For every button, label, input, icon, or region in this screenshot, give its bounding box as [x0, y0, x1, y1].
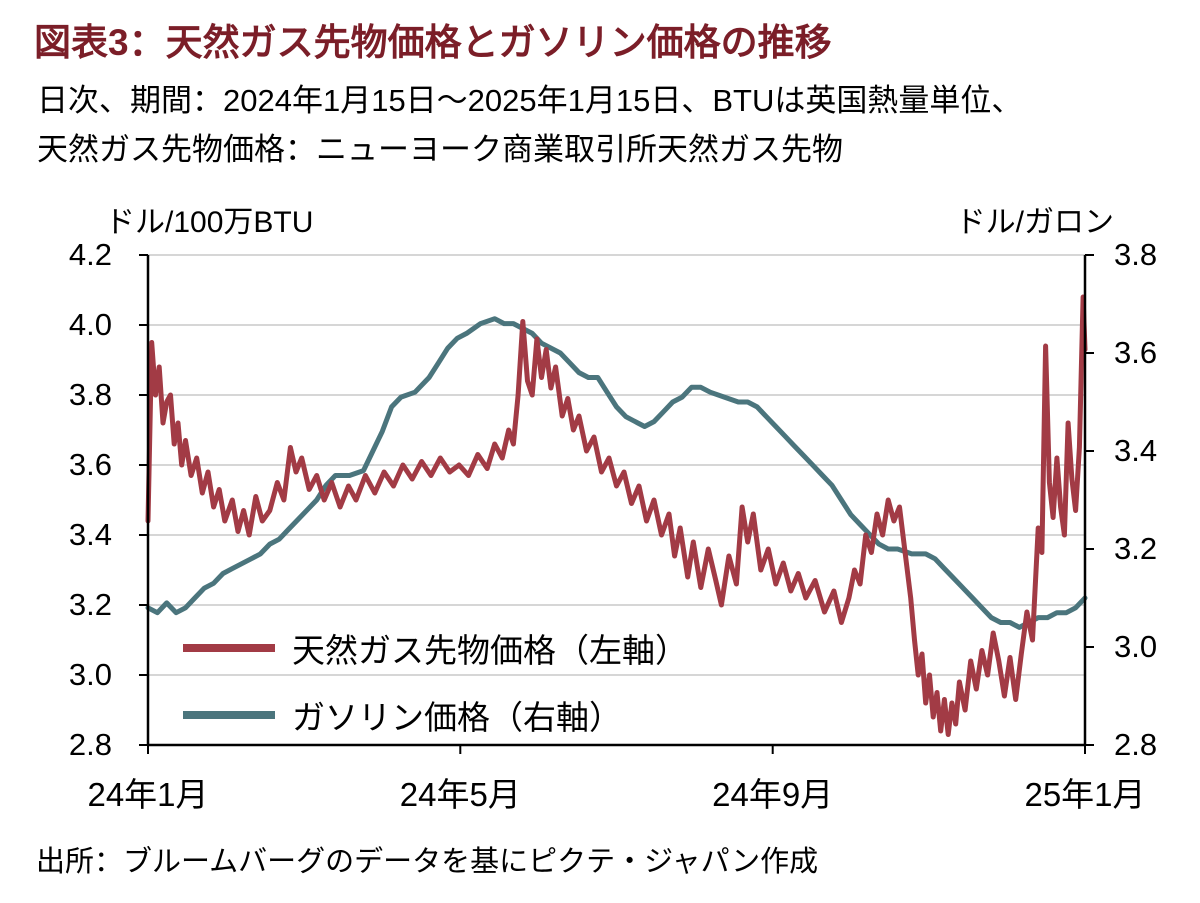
legend-label-natural-gas: 天然ガス先物価格（左軸）	[292, 632, 688, 669]
right-axis-tick-label: 2.8	[1114, 727, 1158, 762]
left-axis-tick-label: 4.0	[68, 307, 112, 342]
x-axis-tick-label: 24年9月	[712, 776, 834, 813]
left-axis-tick-label: 3.4	[68, 517, 112, 552]
left-axis-tick-label: 4.2	[68, 237, 112, 272]
chart-subtitle-line-1: 日次、期間：2024年1月15日～2025年1月15日、BTUは英国熱量単位、	[37, 83, 1023, 118]
right-axis-tick-label: 3.6	[1114, 335, 1158, 370]
legend-item-gasoline: ガソリン価格（右軸）	[183, 693, 688, 737]
page-title: 図表3：天然ガス先物価格とガソリン価格の推移	[34, 22, 832, 63]
gasoline-line-swatch	[183, 711, 275, 719]
right-axis-tick-label: 3.8	[1114, 237, 1158, 272]
right-axis-tick-label: 3.2	[1114, 531, 1158, 566]
x-axis-tick-label: 24年5月	[399, 776, 521, 813]
x-axis-tick-label: 24年1月	[87, 776, 209, 813]
left-axis-tick-label: 3.6	[68, 447, 112, 482]
legend-item-natural-gas: 天然ガス先物価格（左軸）	[183, 626, 688, 670]
chart-subtitle-line-2: 天然ガス先物価格：ニューヨーク商業取引所天然ガス先物	[37, 132, 843, 167]
chart-subtitle: 日次、期間：2024年1月15日～2025年1月15日、BTUは英国熱量単位、 …	[37, 76, 1022, 174]
left-axis-tick-label: 3.2	[68, 587, 112, 622]
left-axis-unit-label: ドル/100万BTU	[105, 206, 314, 239]
right-axis-tick-label: 3.0	[1114, 629, 1158, 664]
left-axis-tick-label: 3.0	[68, 657, 112, 692]
legend-label-gasoline: ガソリン価格（右軸）	[292, 699, 622, 736]
right-axis-unit-label: ドル/ガロン	[955, 206, 1114, 239]
chart-legend: 天然ガス先物価格（左軸） ガソリン価格（右軸）	[183, 626, 688, 760]
x-axis-tick-label: 25年1月	[1024, 776, 1146, 813]
right-axis-tick-label: 3.4	[1114, 433, 1158, 468]
left-axis-tick-label: 3.8	[68, 377, 112, 412]
source-note: 出所：ブルームバーグのデータを基にピクテ・ジャパン作成	[36, 846, 819, 878]
natural-gas-line-swatch	[183, 644, 275, 652]
left-axis-tick-label: 2.8	[68, 727, 112, 762]
